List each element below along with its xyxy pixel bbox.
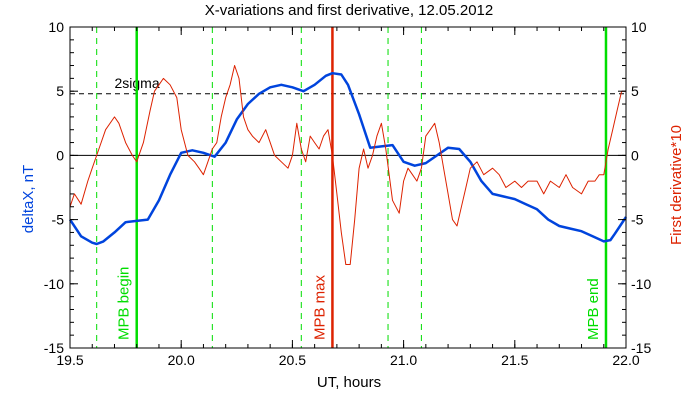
y-tick-label-right: -15 <box>631 340 651 356</box>
axes-layer: 19.5 20.0 20.5 21.0 21.5 22.0 10 5 0 -5 -10 -15 10 5 0… <box>44 19 652 368</box>
series-line-deltaX <box>68 71 628 246</box>
y-tick-label-right: 5 <box>631 83 639 99</box>
y-tick-label-left: 10 <box>48 19 64 35</box>
y-tick-label-left: -10 <box>44 276 64 292</box>
vertical-marker-label-0: MPB begin <box>116 267 133 340</box>
x-tick-label: 22.0 <box>612 352 639 368</box>
series-line-derivative <box>69 65 626 265</box>
y-tick-label-right: 10 <box>631 19 647 35</box>
y-tick-label-left: -15 <box>44 340 64 356</box>
y-axis-label-left: deltaX, nT <box>20 165 37 233</box>
y-tick-label-right: 0 <box>631 147 639 163</box>
y-tick-label-right: -10 <box>631 276 651 292</box>
x-tick-label: 21.0 <box>390 352 417 368</box>
x-tick-label: 21.5 <box>501 352 528 368</box>
y-axis-label-right: First derivative*10 <box>668 125 685 245</box>
y-tick-label-left: 5 <box>56 83 64 99</box>
chart-title: X-variations and first derivative, 12.05… <box>205 2 494 19</box>
x-tick-label: 19.5 <box>56 352 83 368</box>
y-tick-label-left: -5 <box>52 212 65 228</box>
x-axis-label: UT, hours <box>317 374 381 391</box>
plot-frame <box>69 26 627 349</box>
x-tick-label: 20.0 <box>168 352 195 368</box>
vertical-marker-label-2: MPB end <box>585 278 602 340</box>
x-tick-label: 20.5 <box>279 352 306 368</box>
vertical-marker-label-1: MPB max <box>311 274 328 340</box>
y-tick-label-left: 0 <box>56 147 64 163</box>
y-tick-label-right: -5 <box>631 212 644 228</box>
